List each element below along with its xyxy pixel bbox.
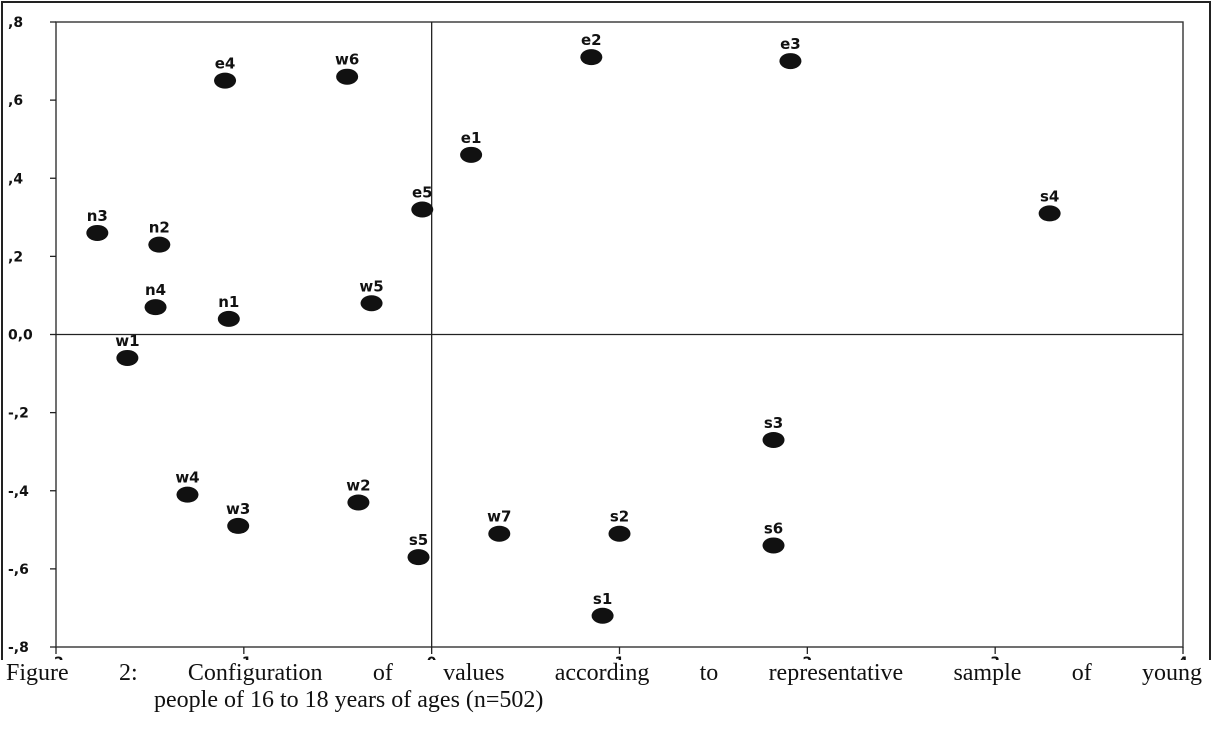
data-point-w6 (336, 68, 359, 85)
point-label-n3: n3 (87, 207, 108, 225)
data-point-s1 (591, 607, 614, 624)
figure-caption: Figure 2: Configuration of values accord… (6, 660, 1202, 714)
data-point-n2 (148, 236, 171, 253)
data-point-w2 (347, 494, 370, 511)
x-tick-label: 1 (615, 655, 625, 660)
caption-line-1: Figure 2: Configuration of values accord… (6, 660, 1202, 686)
data-point-w3 (227, 517, 250, 534)
x-tick-label: 3 (990, 655, 1000, 660)
x-tick-label: -2 (48, 655, 64, 660)
data-point-w4 (176, 486, 199, 503)
axes: -2 -1 0 1 2 3 4 ,8 ,6 ,4 ,2 0,0 -,2 -,4 -,6 -,8 (8, 15, 1188, 660)
outer-border (1, 1, 1211, 660)
point-label-e5: e5 (412, 184, 433, 202)
point-label-e4: e4 (215, 55, 236, 73)
y-tick-label: ,2 (8, 249, 23, 265)
point-label-s2: s2 (610, 508, 629, 526)
point-label-s4: s4 (1040, 187, 1059, 205)
data-point-e2 (580, 49, 603, 66)
point-label-e2: e2 (581, 31, 602, 49)
data-point-s2 (608, 525, 631, 542)
point-label-n1: n1 (218, 293, 239, 311)
plot-frame (1, 1, 1211, 660)
point-label-n2: n2 (149, 219, 170, 237)
data-point-s4 (1038, 205, 1061, 222)
y-tick-label: ,6 (8, 93, 23, 109)
y-tick-label: -,4 (8, 484, 29, 500)
data-point-w1 (116, 349, 139, 366)
caption-line-2: people of 16 to 18 years of ages (n=502) (154, 687, 544, 713)
point-label-n4: n4 (145, 281, 166, 299)
x-tick-label: 4 (1178, 655, 1188, 660)
y-tick-label: ,4 (8, 171, 23, 187)
point-label-s1: s1 (593, 590, 612, 608)
data-point-e1 (460, 146, 483, 163)
y-tick-label: ,8 (8, 15, 23, 31)
data-point-s6 (762, 537, 785, 554)
x-tick-label: 2 (802, 655, 812, 660)
point-label-w7: w7 (487, 508, 511, 526)
data-point-n4 (144, 299, 167, 316)
scatter-chart: -2-101234,8,6,4,20,0-,2-,4-,6-,8 e2e3w6e… (1, 1, 1211, 660)
point-label-w5: w5 (359, 277, 383, 295)
data-point-n3 (86, 224, 109, 241)
point-label-w4: w4 (175, 469, 199, 487)
point-label-s6: s6 (764, 519, 783, 537)
data-point-w5 (360, 295, 383, 312)
x-tick-label: -1 (236, 655, 252, 660)
point-label-w3: w3 (226, 500, 250, 518)
data-point-s3 (762, 431, 785, 448)
data-point-e3 (779, 53, 802, 70)
point-label-w2: w2 (346, 476, 370, 494)
data-point-w7 (488, 525, 511, 542)
y-tick-label: 0,0 (8, 328, 33, 344)
point-label-e3: e3 (780, 35, 801, 53)
y-tick-label: -,8 (8, 640, 29, 656)
point-label-w1: w1 (115, 332, 139, 350)
data-point-s5 (407, 549, 430, 566)
y-tick-label: -,6 (8, 562, 29, 578)
y-tick-label: -,2 (8, 406, 29, 422)
data-point-e4 (214, 72, 237, 89)
data-point-n1 (217, 310, 240, 327)
x-tick-label: 0 (427, 655, 437, 660)
data-point-e5 (411, 201, 434, 218)
point-label-w6: w6 (335, 51, 359, 69)
point-label-s5: s5 (409, 531, 428, 549)
point-label-s3: s3 (764, 414, 783, 432)
point-label-e1: e1 (461, 129, 482, 147)
data-points: e2 e3 w6 e4 e1 e5 s4 n3 n2 w5 n4 n1 w1 s3 w4 w2 w3 w7 s2 s6… (86, 31, 1061, 624)
